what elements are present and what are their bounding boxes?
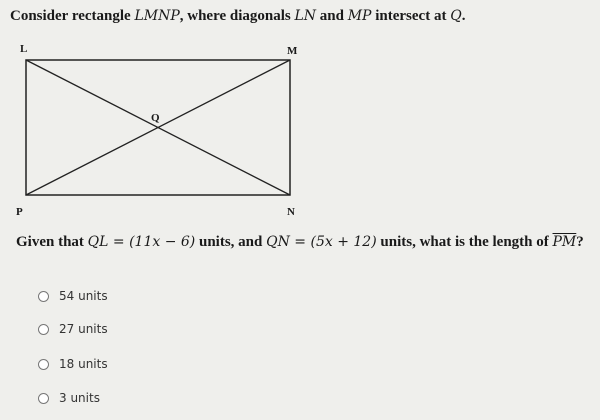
math: Q: [450, 8, 462, 24]
text: ?: [576, 234, 584, 250]
vertex-label: M: [287, 45, 298, 57]
question: Consider rectangle LMNP, where diagonals…: [10, 8, 465, 25]
math: QL = (11x − 6): [87, 234, 196, 250]
math: LMNP: [134, 8, 180, 24]
vertex-label: Q: [151, 112, 160, 124]
prompt: Given that QL = (11x − 6) units, and QN …: [16, 234, 584, 251]
vertex-label: L: [20, 43, 27, 55]
diagram: L M Q P N: [16, 43, 298, 218]
text: and: [316, 8, 348, 24]
radio[interactable]: [38, 392, 49, 404]
text: units, and: [195, 234, 267, 250]
option[interactable]: 3 units: [38, 389, 100, 407]
text: intersect at: [371, 8, 451, 24]
math: QN = (5x + 12): [266, 234, 377, 250]
text: Given that: [16, 234, 88, 250]
radio[interactable]: [38, 323, 49, 335]
option-label: 54 units: [59, 289, 108, 303]
text: , where diagonals: [179, 8, 295, 24]
text: Consider rectangle: [10, 8, 135, 24]
math: MP: [347, 8, 372, 24]
radio[interactable]: [38, 358, 49, 370]
option-label: 3 units: [59, 391, 100, 405]
rectangle: [25, 59, 291, 196]
math: LN: [294, 8, 317, 24]
option[interactable]: 54 units: [38, 287, 108, 305]
math: PM: [552, 234, 577, 250]
option-label: 27 units: [59, 322, 108, 336]
diagonal: [25, 59, 291, 196]
radio[interactable]: [38, 290, 49, 302]
vertex-label: P: [16, 206, 23, 218]
option[interactable]: 18 units: [38, 355, 108, 373]
option-label: 18 units: [59, 357, 108, 371]
vertex-label: N: [287, 206, 295, 218]
text: .: [461, 8, 466, 24]
option[interactable]: 27 units: [38, 320, 108, 338]
text: units, what is the length of: [376, 234, 553, 250]
